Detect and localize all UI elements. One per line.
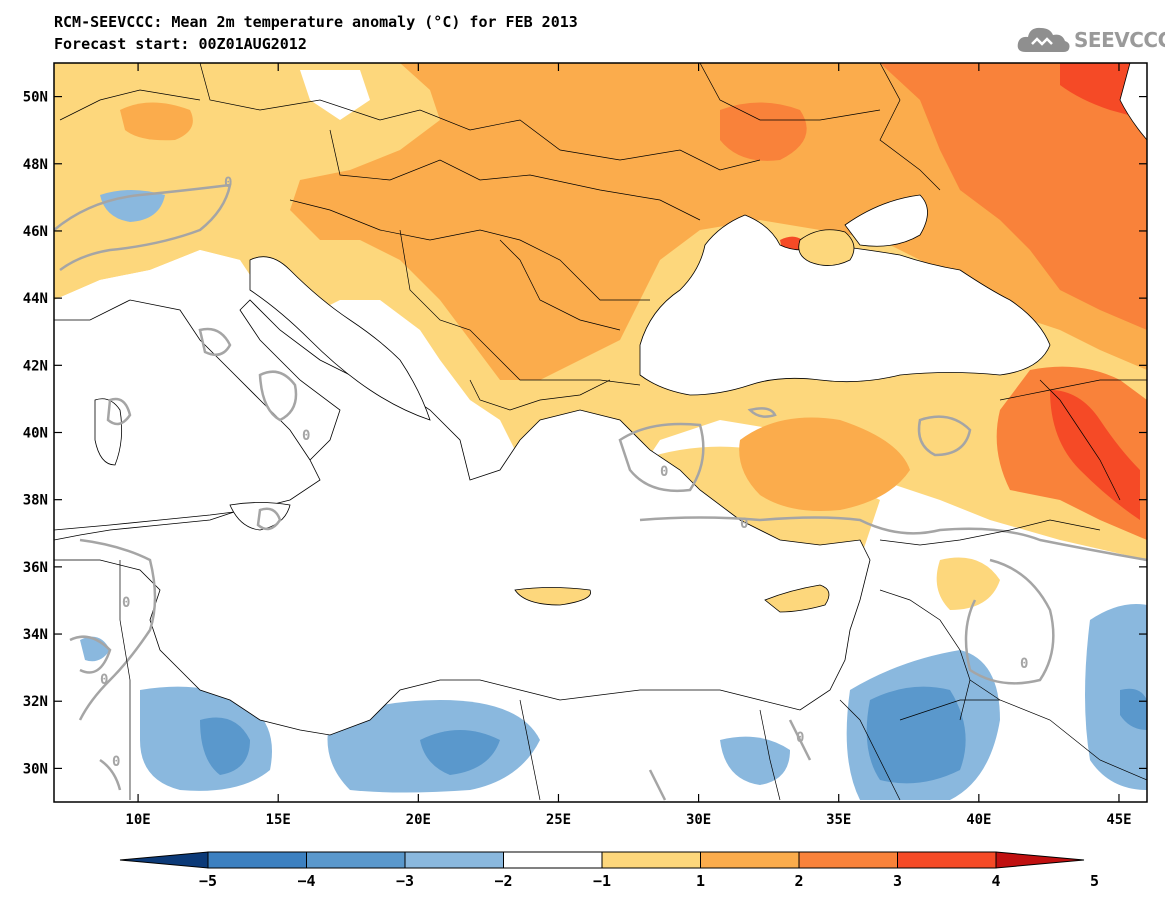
cyprus xyxy=(764,584,830,613)
crimea xyxy=(798,229,855,266)
anomaly-minus2-3-region xyxy=(420,730,500,775)
contour-label: 0 xyxy=(112,754,120,770)
black-sea xyxy=(639,214,1051,396)
anomaly-3-4-region xyxy=(880,63,1147,330)
zero-contours xyxy=(54,183,1147,801)
lat-label: 38N xyxy=(23,493,48,509)
anomaly-minus2-3-region xyxy=(200,717,250,775)
anomaly-neutral-region xyxy=(300,70,370,120)
anomaly-2-3-region xyxy=(120,102,193,141)
adriatic-sea xyxy=(249,256,431,421)
longitude-axis: 10E 15E 20E 25E 30E 35E 40E 45E xyxy=(125,63,1132,828)
colorbar-label: −4 xyxy=(297,872,315,890)
lon-label: 40E xyxy=(966,812,991,828)
lat-label: 30N xyxy=(23,761,48,777)
contour-label: 0 xyxy=(796,730,804,746)
colorbar-segment xyxy=(897,851,997,869)
colorbar-segment xyxy=(404,851,504,869)
contour-label: 0 xyxy=(740,516,748,532)
colorbar-segment xyxy=(306,851,406,869)
lat-label: 46N xyxy=(23,224,48,240)
colorbar-label: −2 xyxy=(494,872,512,890)
colorbar-segment xyxy=(601,851,701,869)
contour-label: 0 xyxy=(122,595,130,611)
colorbar-segment xyxy=(207,851,307,869)
contour-label: 0 xyxy=(224,175,232,191)
mediterranean-sea xyxy=(54,299,871,736)
lat-label: 42N xyxy=(23,358,48,374)
anomaly-minus2-3-region xyxy=(1120,688,1147,730)
anomaly-field: 0 0 0 0 0 0 0 0 0 xyxy=(54,63,1147,802)
crete xyxy=(514,587,592,606)
colorbar-extend-low xyxy=(119,851,209,869)
lon-label: 10E xyxy=(125,812,150,828)
anomaly-3-4-region xyxy=(720,102,807,161)
colorbar-label: −1 xyxy=(593,872,611,890)
country-borders xyxy=(59,63,1147,801)
contour-labels: 0 0 0 0 0 0 0 0 0 xyxy=(100,175,1028,770)
cloud-icon xyxy=(1017,27,1070,52)
lat-label: 50N xyxy=(23,90,48,106)
lon-label: 20E xyxy=(406,812,431,828)
lon-label: 15E xyxy=(266,812,291,828)
lat-label: 44N xyxy=(23,291,48,307)
colorbar-label: 2 xyxy=(794,872,803,890)
contour-label: 0 xyxy=(302,428,310,444)
anomaly-minus1-2-region xyxy=(720,736,790,785)
anomaly-2-3-region xyxy=(290,63,1147,380)
lat-label: 32N xyxy=(23,694,48,710)
lon-label: 25E xyxy=(546,812,571,828)
azov-sea xyxy=(844,194,928,247)
contour-label: 0 xyxy=(1020,656,1028,672)
latitude-axis: 50N 48N 46N 44N 42N 40N 38N 36N 34N 32N 30N xyxy=(23,90,1147,777)
colorbar-label: 1 xyxy=(696,872,705,890)
colorbar-label: 5 xyxy=(1090,872,1099,890)
anomaly-4-5-region xyxy=(1050,390,1140,520)
lon-label: 35E xyxy=(826,812,851,828)
colorbar-extend-high xyxy=(995,851,1085,869)
lat-label: 48N xyxy=(23,157,48,173)
contour-label: 0 xyxy=(100,672,108,688)
anomaly-1-2-region xyxy=(936,557,1000,610)
colorbar-label: −5 xyxy=(199,872,217,890)
logo-text: SEEVCCC xyxy=(1074,28,1165,52)
tyrrhenian-coast xyxy=(54,299,321,531)
lat-label: 34N xyxy=(23,627,48,643)
colorbar: −5 −4 −3 −2 −1 1 2 3 4 5 xyxy=(119,851,1099,890)
forecast-start: Forecast start: 00Z01AUG2012 xyxy=(54,35,307,53)
anomaly-2-3-region xyxy=(739,417,910,511)
colorbar-segment xyxy=(503,851,603,869)
colorbar-segment xyxy=(700,851,800,869)
map-title: RCM-SEEVCCC: Mean 2m temperature anomaly… xyxy=(54,13,578,31)
lon-label: 45E xyxy=(1106,812,1131,828)
seevccc-logo: SEEVCCC xyxy=(1016,20,1165,58)
colorbar-label: −3 xyxy=(396,872,414,890)
contour-label: 0 xyxy=(660,464,668,480)
anomaly-minus2-3-region xyxy=(866,686,966,784)
colorbar-label: 4 xyxy=(991,872,1000,890)
colorbar-segment xyxy=(798,851,898,869)
colorbar-label: 3 xyxy=(893,872,902,890)
lon-label: 30E xyxy=(686,812,711,828)
lat-label: 36N xyxy=(23,560,48,576)
anomaly-minus1-2-region xyxy=(1085,604,1147,790)
lat-label: 40N xyxy=(23,426,48,442)
